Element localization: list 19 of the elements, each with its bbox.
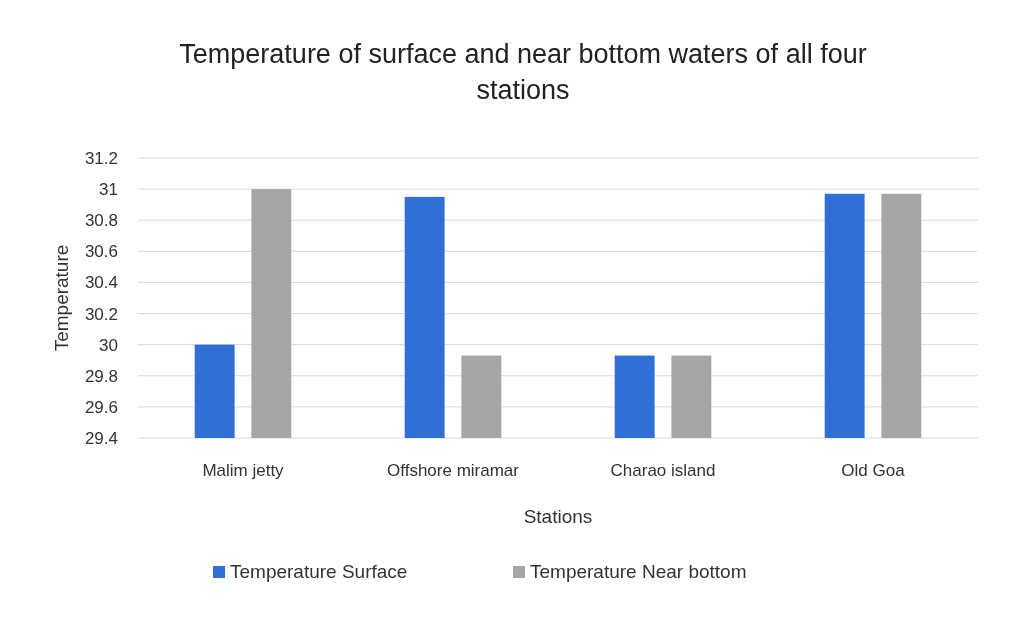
x-tick-label: Old Goa (841, 461, 906, 480)
y-tick-label: 31 (99, 180, 118, 200)
y-tick-label: 31.2 (84, 148, 118, 168)
legend-label: Temperature Near bottom (530, 561, 747, 582)
y-tick-label: 30.8 (84, 211, 118, 231)
x-tick-label: Offshore miramar (387, 461, 520, 480)
y-tick-label: 29.4 (84, 428, 118, 448)
y-tick-label: 30.4 (84, 273, 118, 293)
y-tick-label: 30.6 (84, 242, 118, 262)
x-tick-label: Charao island (610, 461, 716, 480)
chart-title: Temperature of surface and near bottom waters of all four stations (179, 39, 867, 105)
y-tick-label: 30 (99, 335, 118, 355)
y-tick-label: 29.6 (84, 397, 118, 417)
x-axis-title: Stations (523, 506, 593, 527)
x-tick-label: Malim jetty (202, 461, 285, 480)
y-axis-title: Temperature (51, 244, 72, 352)
y-tick-label: 29.8 (84, 366, 118, 386)
y-tick-label: 30.2 (84, 304, 118, 324)
legend-label: Temperature Surface (230, 561, 408, 582)
